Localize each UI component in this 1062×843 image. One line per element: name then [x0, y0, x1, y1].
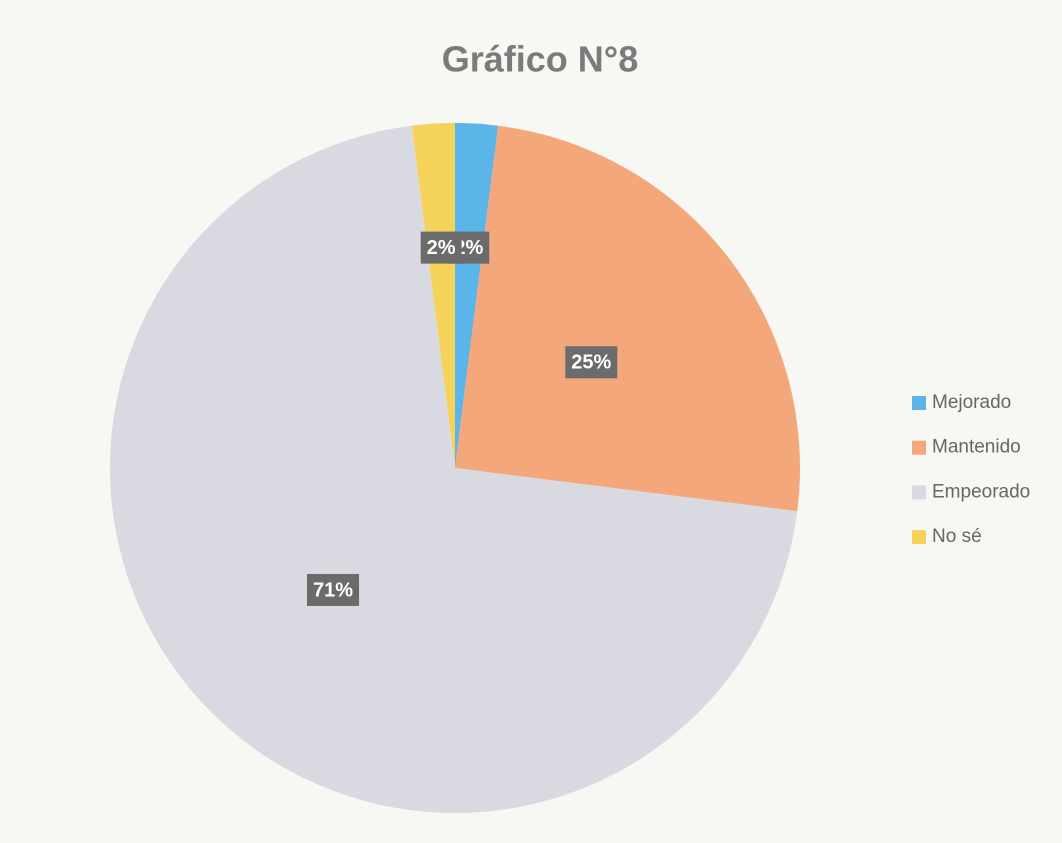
- legend-label: Empeorado: [932, 481, 1030, 502]
- data-label: 2%: [454, 237, 483, 259]
- data-label-bg: [307, 573, 360, 606]
- legend-label: Mantenido: [932, 437, 1021, 458]
- legend-swatch: [912, 440, 926, 455]
- legend-label: Mejorado: [932, 392, 1011, 413]
- legend-swatch: [912, 530, 926, 545]
- legend-swatch: [912, 485, 926, 500]
- pie-slice: [110, 125, 798, 813]
- legend-label: No sé: [932, 526, 982, 547]
- pie-slice: [455, 123, 499, 468]
- pie-slice: [455, 125, 800, 512]
- legend-swatch: [912, 396, 926, 410]
- data-label-bg: [420, 231, 462, 264]
- data-label: 2%: [427, 237, 456, 259]
- pie-slice: [411, 123, 455, 468]
- data-label: 25%: [571, 352, 611, 374]
- chart-title: Gráfico N°8: [442, 39, 638, 80]
- data-label-bg: [565, 346, 618, 379]
- data-label: 71%: [313, 579, 353, 601]
